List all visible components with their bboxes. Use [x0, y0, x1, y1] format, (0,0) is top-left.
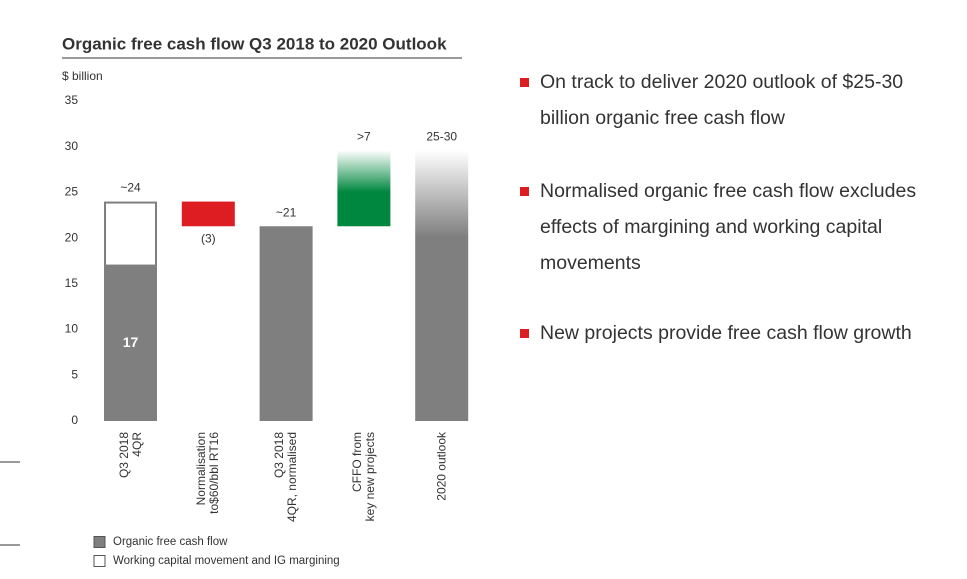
bullet: New projects provide free cash flow grow…: [520, 315, 940, 351]
y-tick-label: 10: [65, 322, 79, 336]
y-tick-label: 0: [71, 413, 78, 427]
data-label: 25-30: [426, 130, 457, 144]
bullet: Normalised organic free cash flow exclud…: [520, 173, 940, 281]
bar-segment: [104, 201, 157, 267]
bullet-list: On track to deliver 2020 outlook of $25-…: [520, 64, 940, 351]
legend-label: Working capital movement and IG marginin…: [113, 555, 340, 567]
data-label: ~21: [276, 205, 297, 219]
bar-segment: [415, 150, 469, 421]
legend-swatch: [93, 555, 106, 567]
data-label: >7: [357, 130, 371, 144]
x-tick-label: Normalisation to$60/bbl RT16: [194, 432, 222, 514]
annotation: ~24: [120, 181, 141, 195]
x-tick-label: Q3 2018 4QR: [116, 432, 144, 479]
bullet: On track to deliver 2020 outlook of $25-…: [520, 64, 940, 136]
data-label: (3): [201, 231, 216, 245]
legend-label: Organic free cash flow: [113, 536, 228, 548]
y-axis-label: $ billion: [62, 69, 103, 83]
x-tick-label: 2020 outlook: [434, 432, 449, 501]
y-tick-label: 5: [71, 367, 78, 381]
bar-segment: [259, 226, 313, 421]
change-bar: [181, 201, 235, 227]
x-tick-label: CFFO from key new projects: [349, 432, 377, 522]
y-tick-label: 15: [65, 276, 79, 290]
y-tick-label: 30: [65, 139, 79, 153]
y-tick-label: 25: [65, 185, 79, 199]
y-tick-label: 35: [65, 93, 79, 107]
y-tick-label: 20: [65, 230, 79, 244]
data-label: 17: [123, 334, 139, 350]
legend-swatch: [93, 536, 106, 548]
bar-segment: [104, 265, 157, 421]
x-tick-label: Q3 2018 4QR, normalised: [272, 432, 300, 523]
change-bar: [337, 150, 391, 227]
chart-title: Organic free cash flow Q3 2018 to 2020 O…: [62, 34, 447, 53]
